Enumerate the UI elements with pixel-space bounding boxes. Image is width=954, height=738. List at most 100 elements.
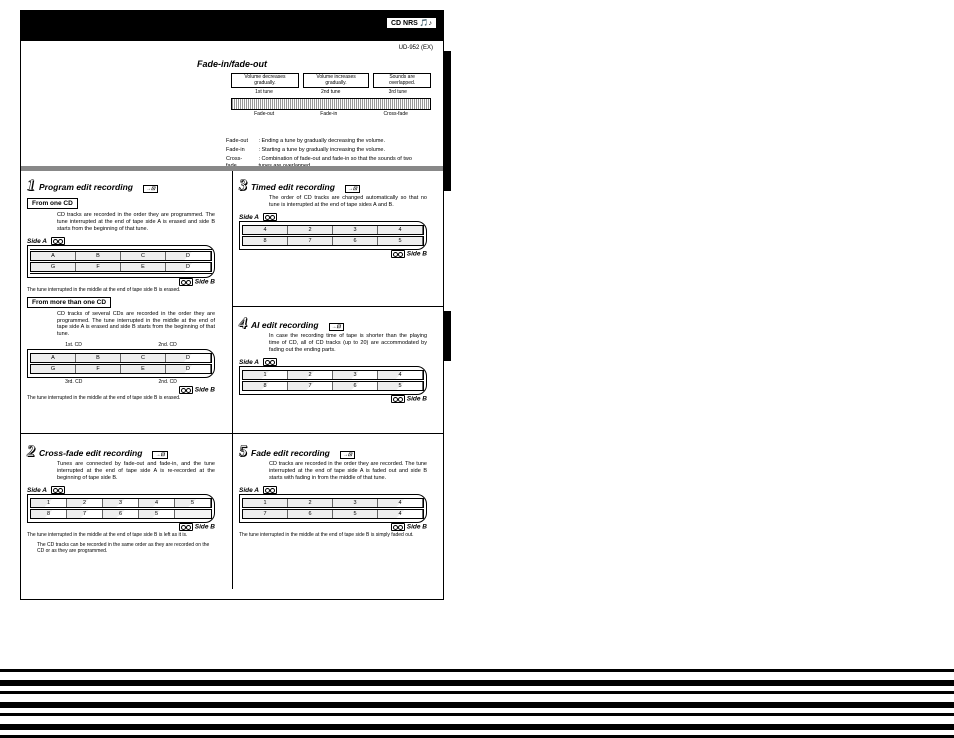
section-number: 3 bbox=[239, 177, 247, 195]
tape-cell: 2 bbox=[288, 499, 333, 507]
tape-cell: D bbox=[166, 252, 211, 260]
mode-icon: →⊡ bbox=[329, 323, 344, 331]
tape-cell: 5 bbox=[378, 382, 423, 390]
tape-cell: G bbox=[31, 365, 76, 373]
tape-cell: 7 bbox=[67, 510, 103, 518]
mode-icon: →⊡ bbox=[143, 185, 158, 193]
tape-cell: 6 bbox=[288, 510, 333, 518]
tape-cell: 8 bbox=[243, 237, 288, 245]
tape-cell: 5 bbox=[175, 499, 211, 507]
tape-cell: 3 bbox=[333, 226, 378, 234]
fade-box-2: Volume increases gradually. bbox=[303, 73, 369, 88]
def-fadein-val: : Starting a tune by gradually increasin… bbox=[255, 147, 429, 154]
side-b-label: Side B bbox=[195, 523, 215, 530]
tape-cell: 1 bbox=[243, 499, 288, 507]
tape-diagram: 1 2 3 4 8 7 6 5 bbox=[239, 366, 427, 395]
body-text: CD tracks are recorded in the order they… bbox=[57, 212, 215, 233]
tape-cell: 7 bbox=[288, 237, 333, 245]
section-title: Timed edit recording bbox=[251, 182, 335, 192]
body-text: The order of CD tracks are changed autom… bbox=[269, 195, 427, 209]
tape-cell: B bbox=[76, 252, 121, 260]
section-title: AI edit recording bbox=[251, 320, 319, 330]
tape-cell: 1 bbox=[31, 499, 67, 507]
tape-cell: F bbox=[76, 365, 121, 373]
side-b-label: Side B bbox=[195, 278, 215, 285]
tape-cell: 2 bbox=[288, 371, 333, 379]
section-title: Fade edit recording bbox=[251, 448, 330, 458]
tape-cell: 2 bbox=[67, 499, 103, 507]
caption: The tune interrupted in the middle at th… bbox=[27, 532, 215, 538]
section-fade-edit: 5 Fade edit recording →⊡ CD tracks are r… bbox=[233, 439, 433, 543]
tape-cell: 1 bbox=[243, 371, 288, 379]
cassette-icon bbox=[51, 237, 65, 245]
section-divider bbox=[233, 433, 443, 434]
body-text: CD tracks are recorded in the order they… bbox=[269, 461, 427, 482]
tape-cell: E bbox=[121, 263, 166, 271]
crossfade-label: Cross-fade bbox=[383, 111, 407, 117]
section-program-edit: 1 Program edit recording →⊡ From one CD … bbox=[21, 173, 221, 406]
section-number: 2 bbox=[27, 443, 35, 461]
cassette-icon bbox=[263, 486, 277, 494]
tape-diagram: 1 2 3 4 7 6 5 4 bbox=[239, 494, 427, 523]
tape-cell: 5 bbox=[378, 237, 423, 245]
tape-cell: D bbox=[166, 263, 211, 271]
tape-cell: 4 bbox=[139, 499, 175, 507]
fade-box-1: Volume decreases gradually. bbox=[231, 73, 299, 88]
tape-cell: F bbox=[76, 263, 121, 271]
model-number: UD-952 (EX) bbox=[399, 45, 433, 51]
tape-diagram: A B C D G F E D bbox=[27, 245, 215, 278]
tune3-label: 3rd tune bbox=[389, 89, 407, 95]
tape-cell: D bbox=[166, 365, 211, 373]
side-b-label: Side B bbox=[407, 395, 427, 402]
tape-cell: 7 bbox=[288, 382, 333, 390]
badge-sub: 🎵♪ bbox=[420, 20, 432, 27]
def-fadein-key: Fade-in bbox=[223, 147, 253, 154]
cd-nrs-badge: CD NRS 🎵♪ bbox=[386, 17, 437, 29]
fade-box-3: Sounds are overlapped. bbox=[373, 73, 431, 88]
tape-cell: B bbox=[76, 354, 121, 362]
tape-cell: 6 bbox=[103, 510, 139, 518]
side-b-label: Side B bbox=[195, 387, 215, 394]
side-b-label: Side B bbox=[407, 523, 427, 530]
tape-cell: 5 bbox=[333, 510, 378, 518]
tape-cell: 3 bbox=[103, 499, 139, 507]
section-number: 1 bbox=[27, 177, 35, 195]
cassette-icon bbox=[51, 486, 65, 494]
cd1-label: 1st. CD bbox=[65, 342, 82, 348]
tape-cell: G bbox=[31, 263, 76, 271]
cd2-label: 2nd. CD bbox=[158, 342, 176, 348]
tape-cell: 4 bbox=[378, 226, 423, 234]
fadein-label: Fade-in bbox=[320, 111, 337, 117]
tape-cell: 4 bbox=[243, 226, 288, 234]
cassette-icon bbox=[263, 358, 277, 366]
tape-diagram: A B C D G F E D bbox=[27, 349, 215, 378]
caption: The tune interrupted in the middle at th… bbox=[239, 532, 427, 538]
section-ai-edit: 4 AI edit recording →⊡ In case the recor… bbox=[233, 311, 433, 407]
side-a-label: Side A bbox=[239, 214, 259, 221]
fade-diagram: Volume decreases gradually. Volume incre… bbox=[231, 73, 431, 117]
caption: The tune interrupted in the middle at th… bbox=[27, 287, 215, 293]
cassette-icon bbox=[263, 213, 277, 221]
tape-cell: 8 bbox=[31, 510, 67, 518]
tape-cell: C bbox=[121, 252, 166, 260]
tape-cell: 6 bbox=[333, 237, 378, 245]
tape-cell: 5 bbox=[139, 510, 175, 518]
section-divider bbox=[233, 306, 443, 307]
fade-title: Fade-in/fade-out bbox=[197, 59, 267, 69]
tune2-label: 2nd tune bbox=[321, 89, 340, 95]
body-text: CD tracks of several CDs are recorded in… bbox=[57, 311, 215, 339]
subheading-from-more-cd: From more than one CD bbox=[27, 297, 111, 308]
cassette-icon bbox=[179, 278, 193, 286]
tape-cell: 3 bbox=[333, 499, 378, 507]
cd2b-label: 2nd. CD bbox=[159, 379, 177, 385]
caption: The tune interrupted in the middle at th… bbox=[27, 395, 215, 401]
tape-cell: A bbox=[31, 252, 76, 260]
tape-cell: 2 bbox=[288, 226, 333, 234]
tape-cell: E bbox=[121, 365, 166, 373]
tape-cell: A bbox=[31, 354, 76, 362]
section-number: 4 bbox=[239, 315, 247, 333]
cd3-label: 3rd. CD bbox=[65, 379, 82, 385]
cassette-icon bbox=[391, 250, 405, 258]
tape-cell: 6 bbox=[333, 382, 378, 390]
tape-cell: 4 bbox=[378, 510, 423, 518]
